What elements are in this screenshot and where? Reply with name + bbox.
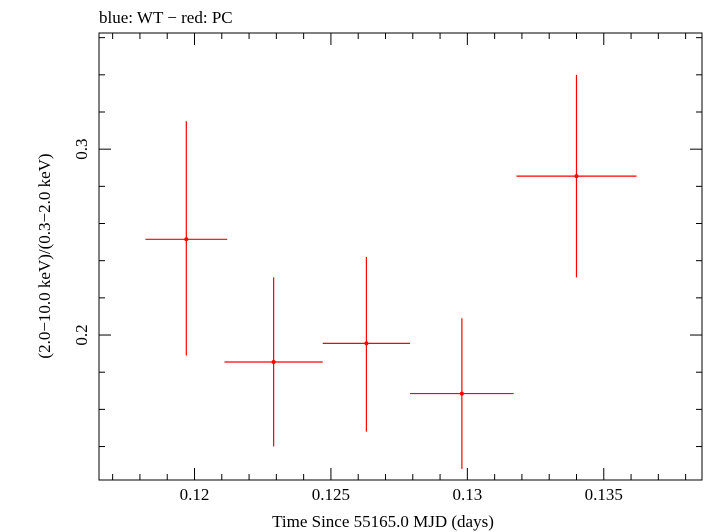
x-tick-label: 0.135 [585,485,623,504]
y-tick-label: 0.3 [72,139,91,160]
data-point [410,318,514,469]
tick-labels: 0.12 0.125 0.13 0.135 0.2 0.3 [72,139,623,504]
x-axis-title: Time Since 55165.0 MJD (days) [272,512,494,531]
data-point [145,121,228,356]
data-points [145,74,637,469]
data-point [322,256,411,432]
x-tick-label: 0.12 [180,485,210,504]
x-tick-label: 0.125 [312,485,350,504]
data-point [224,277,323,447]
point-marker [364,341,369,346]
y-axis-title: (2.0−10.0 keV)/(0.3−2.0 keV) [35,153,54,358]
data-point [516,74,637,278]
axis-ticks [99,33,702,480]
point-marker [184,237,189,242]
plot-frame [98,32,703,481]
point-marker [271,359,276,364]
chart-title: blue: WT − red: PC [99,8,233,27]
point-marker [574,174,579,179]
x-tick-label: 0.13 [452,485,482,504]
y-tick-label: 0.2 [72,324,91,345]
point-marker [459,391,464,396]
